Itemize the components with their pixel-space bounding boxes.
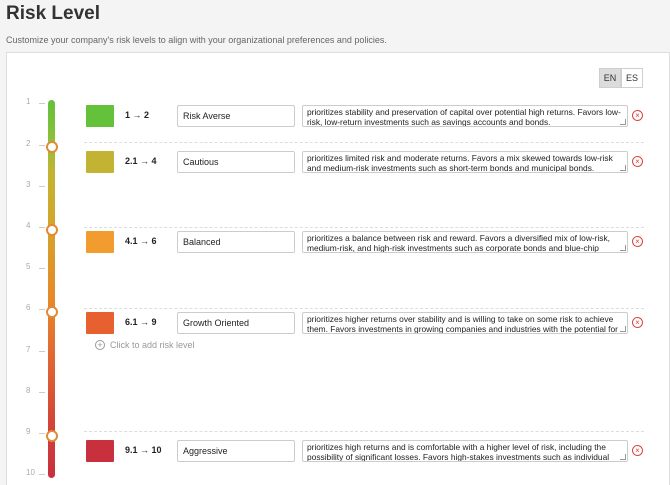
slider-handle[interactable]	[46, 430, 58, 442]
scale-label: 8	[26, 386, 45, 395]
scale-label: 7	[26, 345, 45, 354]
remove-icon[interactable]: ×	[632, 236, 643, 247]
risk-description-textarea[interactable]: prioritizes stability and preservation o…	[302, 105, 628, 127]
risk-name-input[interactable]: Balanced	[177, 231, 295, 253]
scale-label: 5	[26, 262, 45, 271]
row-divider	[84, 142, 644, 143]
risk-scale-track	[48, 100, 55, 478]
risk-description-textarea[interactable]: prioritizes high returns and is comforta…	[302, 440, 628, 462]
page-title: Risk Level	[6, 3, 100, 24]
scale-label: 4	[26, 221, 45, 230]
color-swatch[interactable]	[86, 312, 114, 334]
range-label: 4.1 → 6	[125, 236, 157, 246]
slider-handle[interactable]	[46, 141, 58, 153]
risk-description-textarea[interactable]: prioritizes higher returns over stabilit…	[302, 312, 628, 334]
color-swatch[interactable]	[86, 231, 114, 253]
range-label: 9.1 → 10	[125, 445, 162, 455]
row-divider	[84, 308, 644, 309]
color-swatch[interactable]	[86, 440, 114, 462]
scale-label: 1	[26, 97, 45, 106]
language-toggle-es[interactable]: ES	[621, 68, 643, 88]
color-swatch[interactable]	[86, 105, 114, 127]
range-label: 1 → 2	[125, 110, 150, 120]
add-risk-level-label: Click to add risk level	[110, 340, 195, 350]
remove-icon[interactable]: ×	[632, 110, 643, 121]
plus-icon: +	[95, 340, 105, 350]
row-divider	[84, 431, 644, 432]
row-divider	[84, 227, 644, 228]
risk-name-input[interactable]: Cautious	[177, 151, 295, 173]
add-risk-level-button[interactable]: + Click to add risk level	[95, 340, 195, 350]
scale-label: 2	[26, 139, 45, 148]
slider-handle[interactable]	[46, 306, 58, 318]
scale-label: 10	[26, 468, 45, 477]
scale-label: 9	[26, 427, 45, 436]
risk-name-input[interactable]: Risk Averse	[177, 105, 295, 127]
risk-name-input[interactable]: Growth Oriented	[177, 312, 295, 334]
scale-label: 6	[26, 303, 45, 312]
slider-handle[interactable]	[46, 224, 58, 236]
language-toggle-en[interactable]: EN	[599, 68, 621, 88]
remove-icon[interactable]: ×	[632, 317, 643, 328]
risk-name-input[interactable]: Aggressive	[177, 440, 295, 462]
color-swatch[interactable]	[86, 151, 114, 173]
page-subtitle: Customize your company's risk levels to …	[6, 35, 387, 45]
remove-icon[interactable]: ×	[632, 156, 643, 167]
scale-label: 3	[26, 180, 45, 189]
risk-description-textarea[interactable]: prioritizes a balance between risk and r…	[302, 231, 628, 253]
remove-icon[interactable]: ×	[632, 445, 643, 456]
range-label: 2.1 → 4	[125, 156, 157, 166]
range-label: 6.1 → 9	[125, 317, 157, 327]
risk-description-textarea[interactable]: prioritizes limited risk and moderate re…	[302, 151, 628, 173]
